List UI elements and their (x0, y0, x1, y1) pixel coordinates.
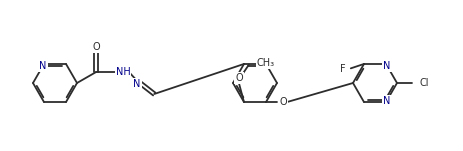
Text: O: O (235, 73, 243, 83)
Text: N: N (383, 61, 391, 71)
Text: N: N (133, 79, 141, 89)
Text: CH₃: CH₃ (257, 58, 275, 68)
Text: O: O (92, 42, 100, 52)
Text: Cl: Cl (419, 78, 429, 88)
Text: NH: NH (116, 67, 130, 77)
Text: F: F (340, 64, 346, 74)
Text: N: N (39, 61, 47, 71)
Text: N: N (383, 96, 391, 106)
Text: O: O (279, 97, 287, 107)
